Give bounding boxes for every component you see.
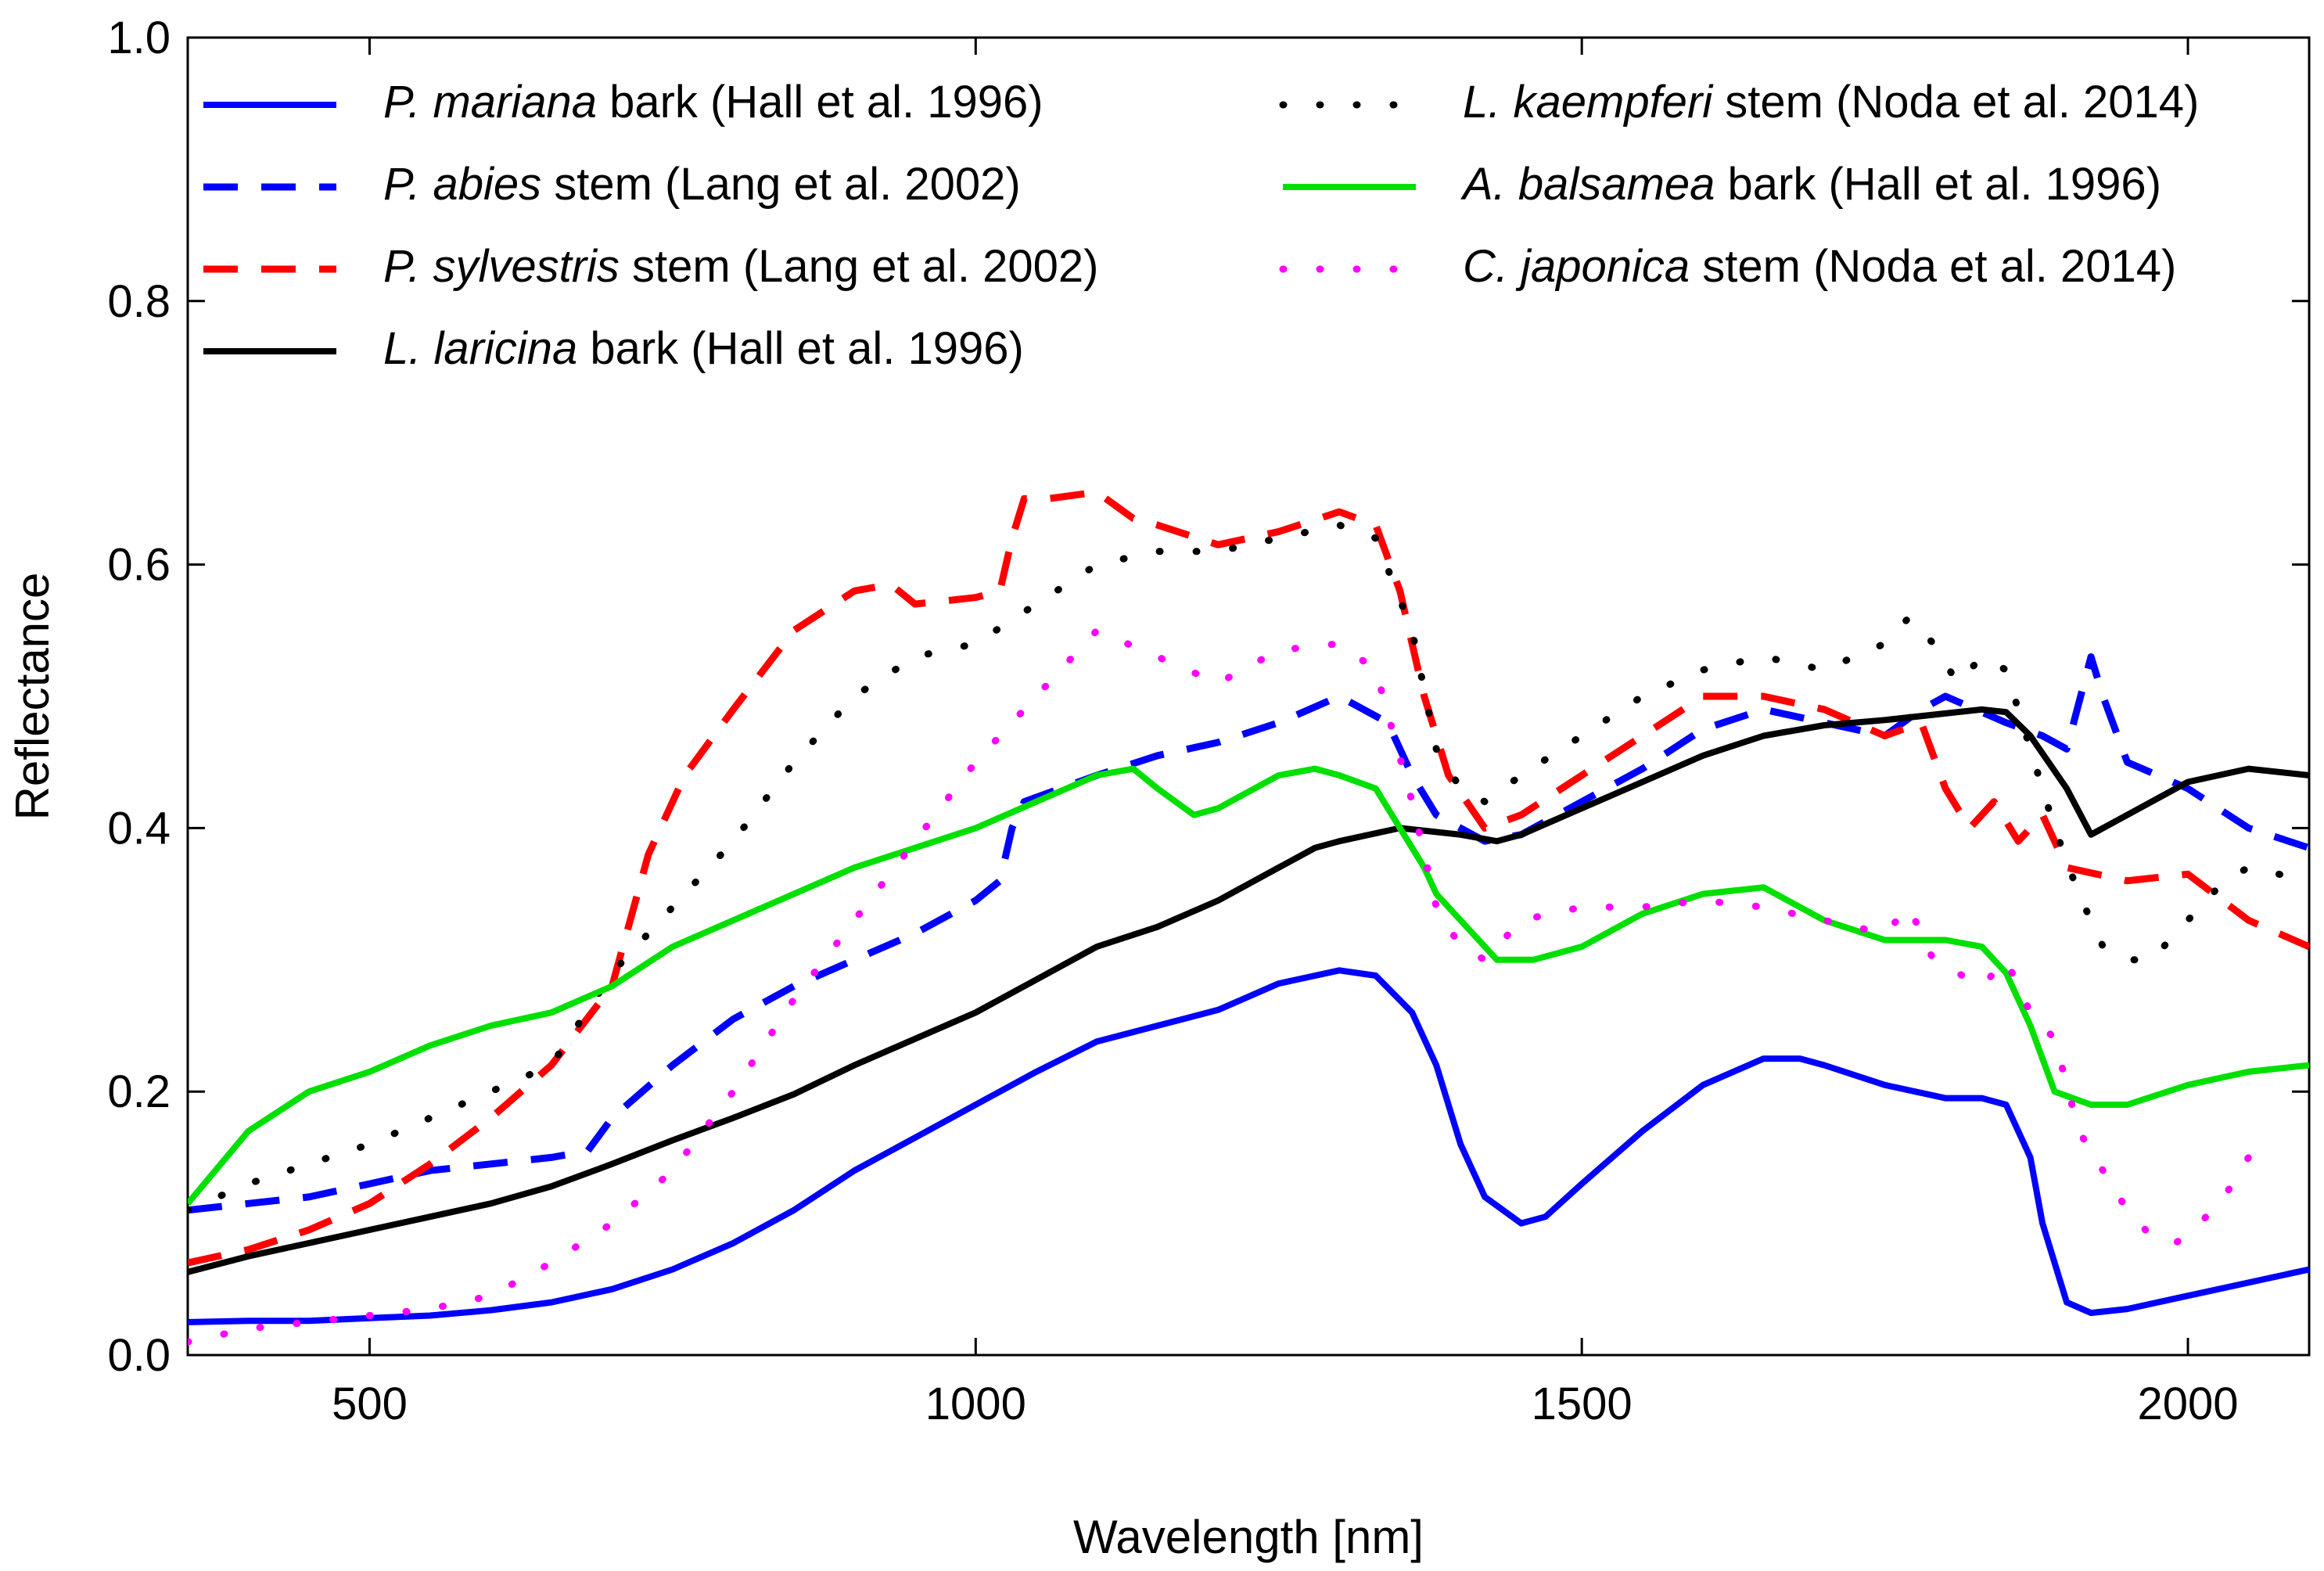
x-tick-label: 2000 — [2138, 1379, 2239, 1429]
y-axis-title: Reflectance — [6, 573, 59, 821]
series-line-2 — [188, 488, 2309, 1267]
legend-source-4: stem (Noda et al. 2014) — [1712, 77, 2199, 128]
legend-label-5: A. balsamea bark (Hall et al. 1996) — [1460, 159, 2161, 210]
legend-label-6: C. japonica stem (Noda et al. 2014) — [1463, 241, 2176, 292]
legend-source-3: bark (Hall et al. 1996) — [577, 323, 1024, 374]
legend-species-2: P. sylvestris — [383, 241, 620, 292]
x-axis: 500 1000 1500 2000 — [332, 38, 2239, 1429]
legend-label-4: L. kaempferi stem (Noda et al. 2014) — [1463, 77, 2199, 128]
series-line-5 — [188, 765, 2309, 1206]
legend-species-3: L. laricina — [383, 323, 577, 374]
legend-label-2: P. sylvestris stem (Lang et al. 2002) — [383, 241, 1098, 292]
series-layer — [188, 488, 2309, 1346]
legend-label-0: P. mariana bark (Hall et al. 1996) — [383, 77, 1043, 128]
x-tick-label: 1000 — [925, 1379, 1026, 1429]
x-tick-label: 500 — [332, 1379, 408, 1429]
series-line-0 — [188, 967, 2309, 1325]
legend-species-6: C. japonica — [1463, 241, 1690, 292]
y-tick-label: 0.4 — [107, 803, 171, 854]
series-line-3 — [188, 706, 2309, 1275]
legend-source-1: stem (Lang et al. 2002) — [541, 159, 1021, 210]
legend-label-3: L. laricina bark (Hall et al. 1996) — [383, 323, 1024, 374]
legend-source-5: bark (Hall et al. 1996) — [1715, 159, 2161, 210]
legend-source-6: stem (Noda et al. 2014) — [1690, 241, 2176, 292]
legend-species-5: A. balsamea — [1460, 159, 1715, 210]
legend-source-2: stem (Lang et al. 2002) — [620, 241, 1099, 292]
y-tick-label: 0.6 — [107, 540, 171, 591]
legend-label-1: P. abies stem (Lang et al. 2002) — [383, 159, 1021, 210]
legend: P. mariana bark (Hall et al. 1996) P. abi… — [203, 77, 2199, 374]
y-tick-label: 1.0 — [107, 13, 171, 63]
plot-frame — [186, 36, 2311, 1357]
x-axis-title: Wavelength [nm] — [1073, 1511, 1424, 1563]
series-line-6 — [188, 627, 2252, 1346]
legend-species-1: P. abies — [383, 159, 541, 210]
series-line-1 — [188, 653, 2309, 1214]
y-tick-label: 0.0 — [107, 1330, 171, 1381]
legend-source-0: bark (Hall et al. 1996) — [597, 77, 1043, 128]
x-tick-label: 1500 — [1532, 1379, 1633, 1429]
y-tick-label: 0.2 — [107, 1066, 171, 1117]
legend-species-0: P. mariana — [383, 77, 597, 128]
y-tick-label: 0.8 — [107, 276, 171, 327]
y-axis: 0.0 0.2 0.4 0.6 0.8 1.0 — [107, 13, 2309, 1381]
legend-species-4: L. kaempferi — [1463, 77, 1714, 128]
